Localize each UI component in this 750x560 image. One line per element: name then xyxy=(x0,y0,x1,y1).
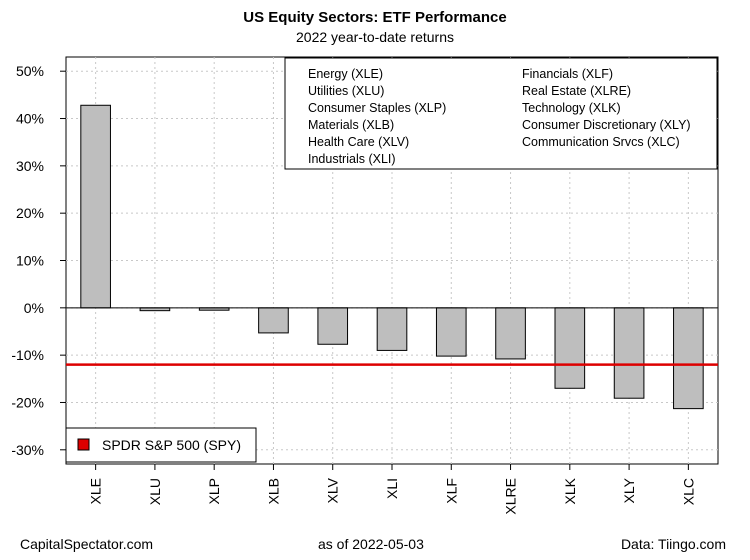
x-tick-label: XLP xyxy=(206,478,222,504)
y-tick-label: -20% xyxy=(11,394,44,410)
bar-xlre xyxy=(495,307,526,360)
bar-xly xyxy=(613,307,645,399)
reference-legend: SPDR S&P 500 (SPY) xyxy=(65,427,257,463)
x-tick-label: XLU xyxy=(147,478,163,505)
y-tick-label: 50% xyxy=(16,63,44,79)
bar-xlf xyxy=(435,307,467,357)
reference-legend-box xyxy=(65,427,257,463)
legend-entry: Consumer Staples (XLP) xyxy=(308,101,446,115)
footer-source-site: CapitalSpectator.com xyxy=(20,536,154,552)
y-tick-label: 30% xyxy=(16,158,44,174)
y-tick-label: 0% xyxy=(24,300,44,316)
bar-xlk xyxy=(554,307,586,389)
legend-entry: Technology (XLK) xyxy=(522,101,621,115)
y-tick-label: -10% xyxy=(11,347,44,363)
x-tick-label: XLRE xyxy=(503,478,519,515)
legend-entry: Energy (XLE) xyxy=(308,67,383,81)
legend-entry: Materials (XLB) xyxy=(308,118,394,132)
bar-xli xyxy=(376,307,408,351)
x-tick-label: XLK xyxy=(562,477,578,504)
y-tick-label: -30% xyxy=(11,442,44,458)
x-axis: XLE XLU XLP XLB XLV XLI XLF XLRE XLK XLY XLC xyxy=(88,464,696,515)
reference-legend-label: SPDR S&P 500 (SPY) xyxy=(102,437,241,453)
legend-entry: Consumer Discretionary (XLY) xyxy=(522,118,691,132)
chart-title: US Equity Sectors: ETF Performance xyxy=(243,9,507,26)
x-tick-label: XLC xyxy=(680,478,696,505)
bar-xlc xyxy=(673,307,704,410)
bar-xle xyxy=(80,104,111,309)
sector-legend-box xyxy=(284,57,718,170)
x-tick-label: XLF xyxy=(443,478,459,504)
legend-entry: Real Estate (XLRE) xyxy=(522,84,631,98)
legend-entry: Health Care (XLV) xyxy=(308,135,409,149)
x-tick-label: XLE xyxy=(88,478,104,504)
y-tick-label: 10% xyxy=(16,253,44,269)
bar-xlb xyxy=(258,307,289,334)
chart-subtitle: 2022 year-to-date returns xyxy=(296,29,454,45)
bars xyxy=(80,104,704,410)
y-tick-label: 40% xyxy=(16,111,44,127)
y-tick-label: 20% xyxy=(16,205,44,221)
reference-legend-swatch xyxy=(77,438,90,451)
legend-entry: Industrials (XLI) xyxy=(308,152,396,166)
footer-date: as of 2022-05-03 xyxy=(318,536,424,552)
x-tick-label: XLI xyxy=(384,478,400,499)
legend-entry: Utilities (XLU) xyxy=(308,84,384,98)
sector-legend: Energy (XLE) Utilities (XLU) Consumer Stap… xyxy=(284,57,718,170)
footer-data-source: Data: Tiingo.com xyxy=(620,536,726,552)
legend-entry: Communication Srvcs (XLC) xyxy=(522,135,680,149)
legend-entry: Financials (XLF) xyxy=(522,67,613,81)
y-axis: 50% 40% 30% 20% 10% 0% -10% -20% -30% xyxy=(11,63,66,458)
bar-xlv xyxy=(317,307,349,345)
x-tick-label: XLB xyxy=(265,478,281,504)
x-tick-label: XLY xyxy=(621,477,637,503)
x-tick-label: XLV xyxy=(325,477,341,503)
